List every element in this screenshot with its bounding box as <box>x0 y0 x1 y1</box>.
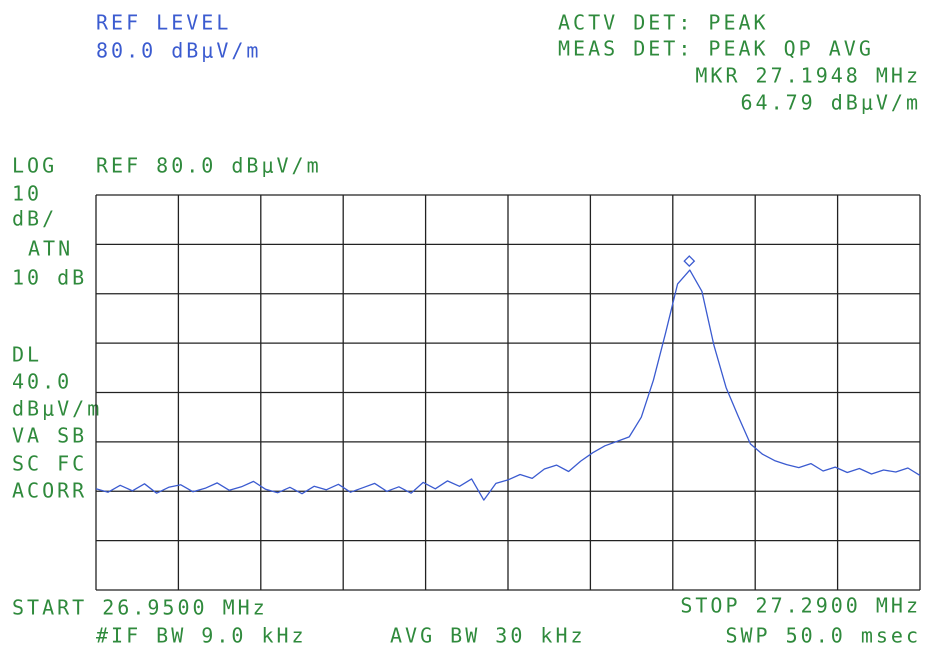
marker <box>683 255 696 268</box>
label: 80.0 dBμV/m <box>96 39 261 63</box>
label: DL <box>12 343 42 367</box>
label: MEAS DET: PEAK QP AVG <box>558 37 874 61</box>
label: ACTV DET: PEAK <box>558 11 769 35</box>
label: LOG <box>12 154 57 178</box>
label: SC FC <box>12 452 87 476</box>
label: AVG BW 30 kHz <box>390 624 586 648</box>
label: REF 80.0 dBμV/m <box>96 154 322 178</box>
label: ACORR <box>12 479 87 503</box>
label: 64.79 dBμV/m <box>741 91 922 115</box>
label: #IF BW 9.0 kHz <box>96 624 307 648</box>
label: dB/ <box>12 207 57 231</box>
label: ATN <box>28 237 73 261</box>
label: 40.0 <box>12 370 72 394</box>
label: MKR 27.1948 MHz <box>695 64 921 88</box>
label: START 26.9500 MHz <box>12 596 268 620</box>
label: 10 dB <box>12 266 87 290</box>
trace <box>95 269 921 501</box>
label: STOP 27.2900 MHz <box>680 594 921 618</box>
label: VA SB <box>12 424 87 448</box>
label: SWP 50.0 msec <box>725 624 921 648</box>
label: dBμV/m <box>12 397 102 421</box>
label: REF LEVEL <box>96 11 231 35</box>
label: 10 <box>12 182 42 206</box>
